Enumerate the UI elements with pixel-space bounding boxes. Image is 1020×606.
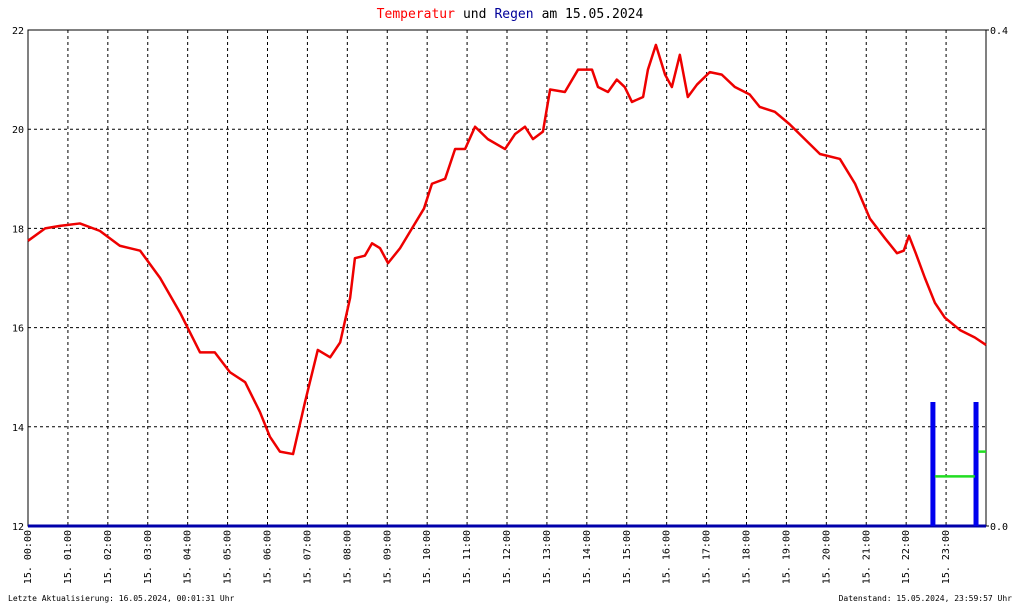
y-tick-label: 14	[12, 423, 24, 434]
x-tick-label: 15. 19:00	[781, 530, 792, 584]
x-tick-label: 15. 09:00	[382, 530, 393, 584]
footer-right: Datenstand: 15.05.2024, 23:59:57 Uhr	[839, 594, 1013, 603]
x-tick-label: 15. 03:00	[143, 530, 154, 584]
x-tick-label: 15. 07:00	[302, 530, 313, 584]
x-tick-label: 15. 04:00	[183, 530, 194, 584]
x-tick-label: 15. 17:00	[702, 530, 713, 584]
rain-bar	[973, 402, 979, 526]
x-tick-label: 15. 06:00	[263, 530, 274, 584]
x-tick-label: 15. 22:00	[901, 530, 912, 584]
title-part: am 15.05.2024	[542, 7, 644, 22]
x-tick-label: 15. 20:00	[821, 530, 832, 584]
y2-tick-label: 0.0	[990, 522, 1008, 533]
y-tick-label: 22	[12, 26, 24, 37]
x-tick-label: 15. 08:00	[342, 530, 353, 584]
x-tick-label: 15. 16:00	[662, 530, 673, 584]
y-tick-label: 20	[12, 125, 24, 136]
y2-tick-label: 0.4	[990, 26, 1008, 37]
x-tick-label: 15. 11:00	[462, 530, 473, 584]
x-tick-label: 15. 21:00	[861, 530, 872, 584]
title-part: und	[463, 7, 486, 22]
y-tick-label: 16	[12, 324, 24, 335]
x-tick-label: 15. 14:00	[582, 530, 593, 584]
x-tick-label: 15. 10:00	[422, 530, 433, 584]
series-line	[27, 43, 987, 456]
series-line	[934, 450, 986, 478]
y-tick-label: 18	[12, 224, 24, 235]
title-part: Regen	[494, 7, 533, 22]
footer-left: Letzte Aktualisierung: 16.05.2024, 00:01…	[8, 594, 235, 603]
x-tick-label: 15. 05:00	[223, 530, 234, 584]
x-tick-label: 15. 15:00	[622, 530, 633, 584]
x-tick-label: 15. 02:00	[103, 530, 114, 584]
x-tick-label: 15. 01:00	[63, 530, 74, 584]
x-tick-label: 15. 18:00	[742, 530, 753, 584]
x-tick-label: 15. 13:00	[542, 530, 553, 584]
rain-bar	[930, 402, 936, 526]
chart-title: Temperatur und Regen am 15.05.2024	[377, 7, 644, 22]
y-tick-label: 12	[12, 522, 24, 533]
x-tick-label: 15. 00:00	[23, 530, 34, 584]
title-part: Temperatur	[377, 7, 455, 22]
x-tick-label: 15. 12:00	[502, 530, 513, 584]
x-tick-label: 15. 23:00	[941, 530, 952, 584]
